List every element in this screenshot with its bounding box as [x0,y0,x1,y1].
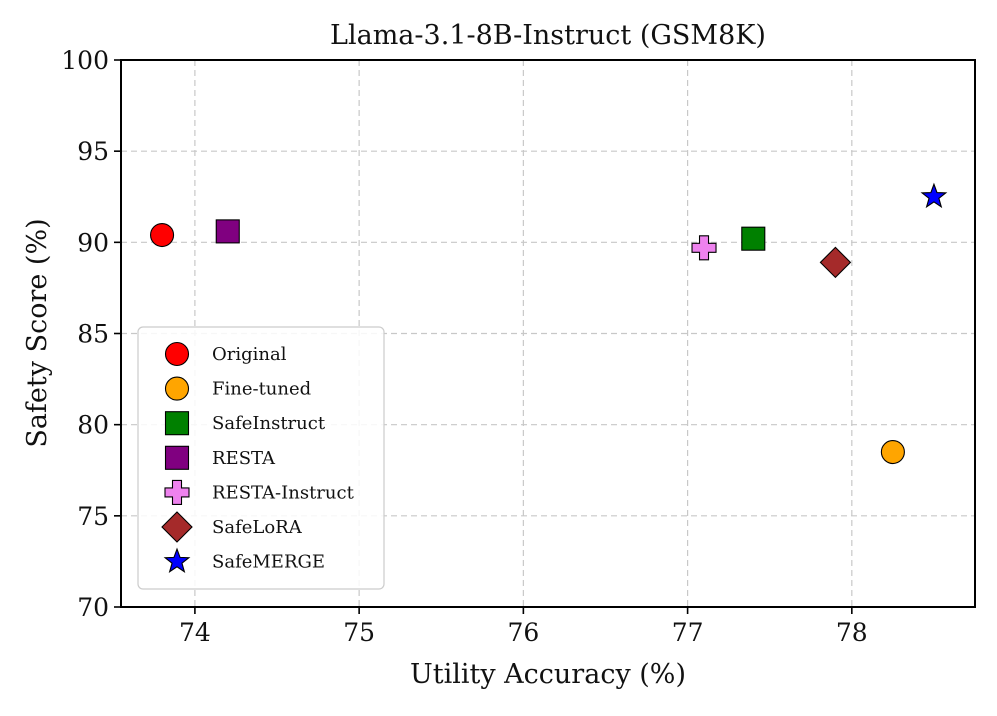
legend-label-original: Original [212,344,287,365]
marker-safeinstruct [741,226,766,251]
y-tick-label: 75 [77,502,109,531]
legend-marker-original [164,341,190,367]
marker-safelora [819,246,852,279]
x-axis-label: Utility Accuracy (%) [410,659,686,690]
legend-marker-fine-tuned [164,376,190,401]
legend-marker-resta [164,445,190,470]
y-axis-label: Safety Score (%) [22,218,53,447]
legend-label-resta-instruct: RESTA-Instruct [212,482,355,503]
x-tick-label: 78 [836,618,868,647]
y-tick-label: 95 [77,137,109,166]
marker-resta-instruct [691,235,717,261]
legend-marker-safelora [161,511,193,543]
legend: Original Fine-tuned SafeInstruct RESTA RESTA… [137,326,385,590]
legend-label-safelora: SafeLoRA [212,517,303,538]
y-tick-label: 85 [77,320,109,349]
marker-original [150,222,175,248]
y-tick-label: 70 [77,593,109,622]
legend-label-safeinstruct: SafeInstruct [212,413,326,434]
legend-box [137,326,385,590]
x-tick-label: 75 [343,618,375,647]
legend-marker-resta-instruct [164,479,190,505]
data-markers [150,182,948,465]
chart-title: Llama-3.1-8B-Instruct (GSM8K) [330,20,766,51]
axis-ticks: 74 75 76 77 78 70 75 80 85 90 95 100 [61,46,867,647]
y-tick-label: 90 [77,228,109,257]
y-tick-label: 100 [61,46,109,75]
x-tick-label: 76 [507,618,539,647]
plot-frame [120,59,976,608]
legend-marker-safemerge [163,547,191,573]
legend-label-resta: RESTA [212,448,276,469]
legend-label-fine-tuned: Fine-tuned [212,379,311,400]
marker-safemerge [920,182,948,209]
legend-marker-safeinstruct [164,411,190,436]
marker-resta [215,219,240,244]
y-tick-label: 80 [77,411,109,440]
marker-fine-tuned [880,439,905,465]
legend-label-safemerge: SafeMERGE [212,552,325,573]
x-tick-label: 74 [179,618,211,647]
x-tick-label: 77 [672,618,704,647]
